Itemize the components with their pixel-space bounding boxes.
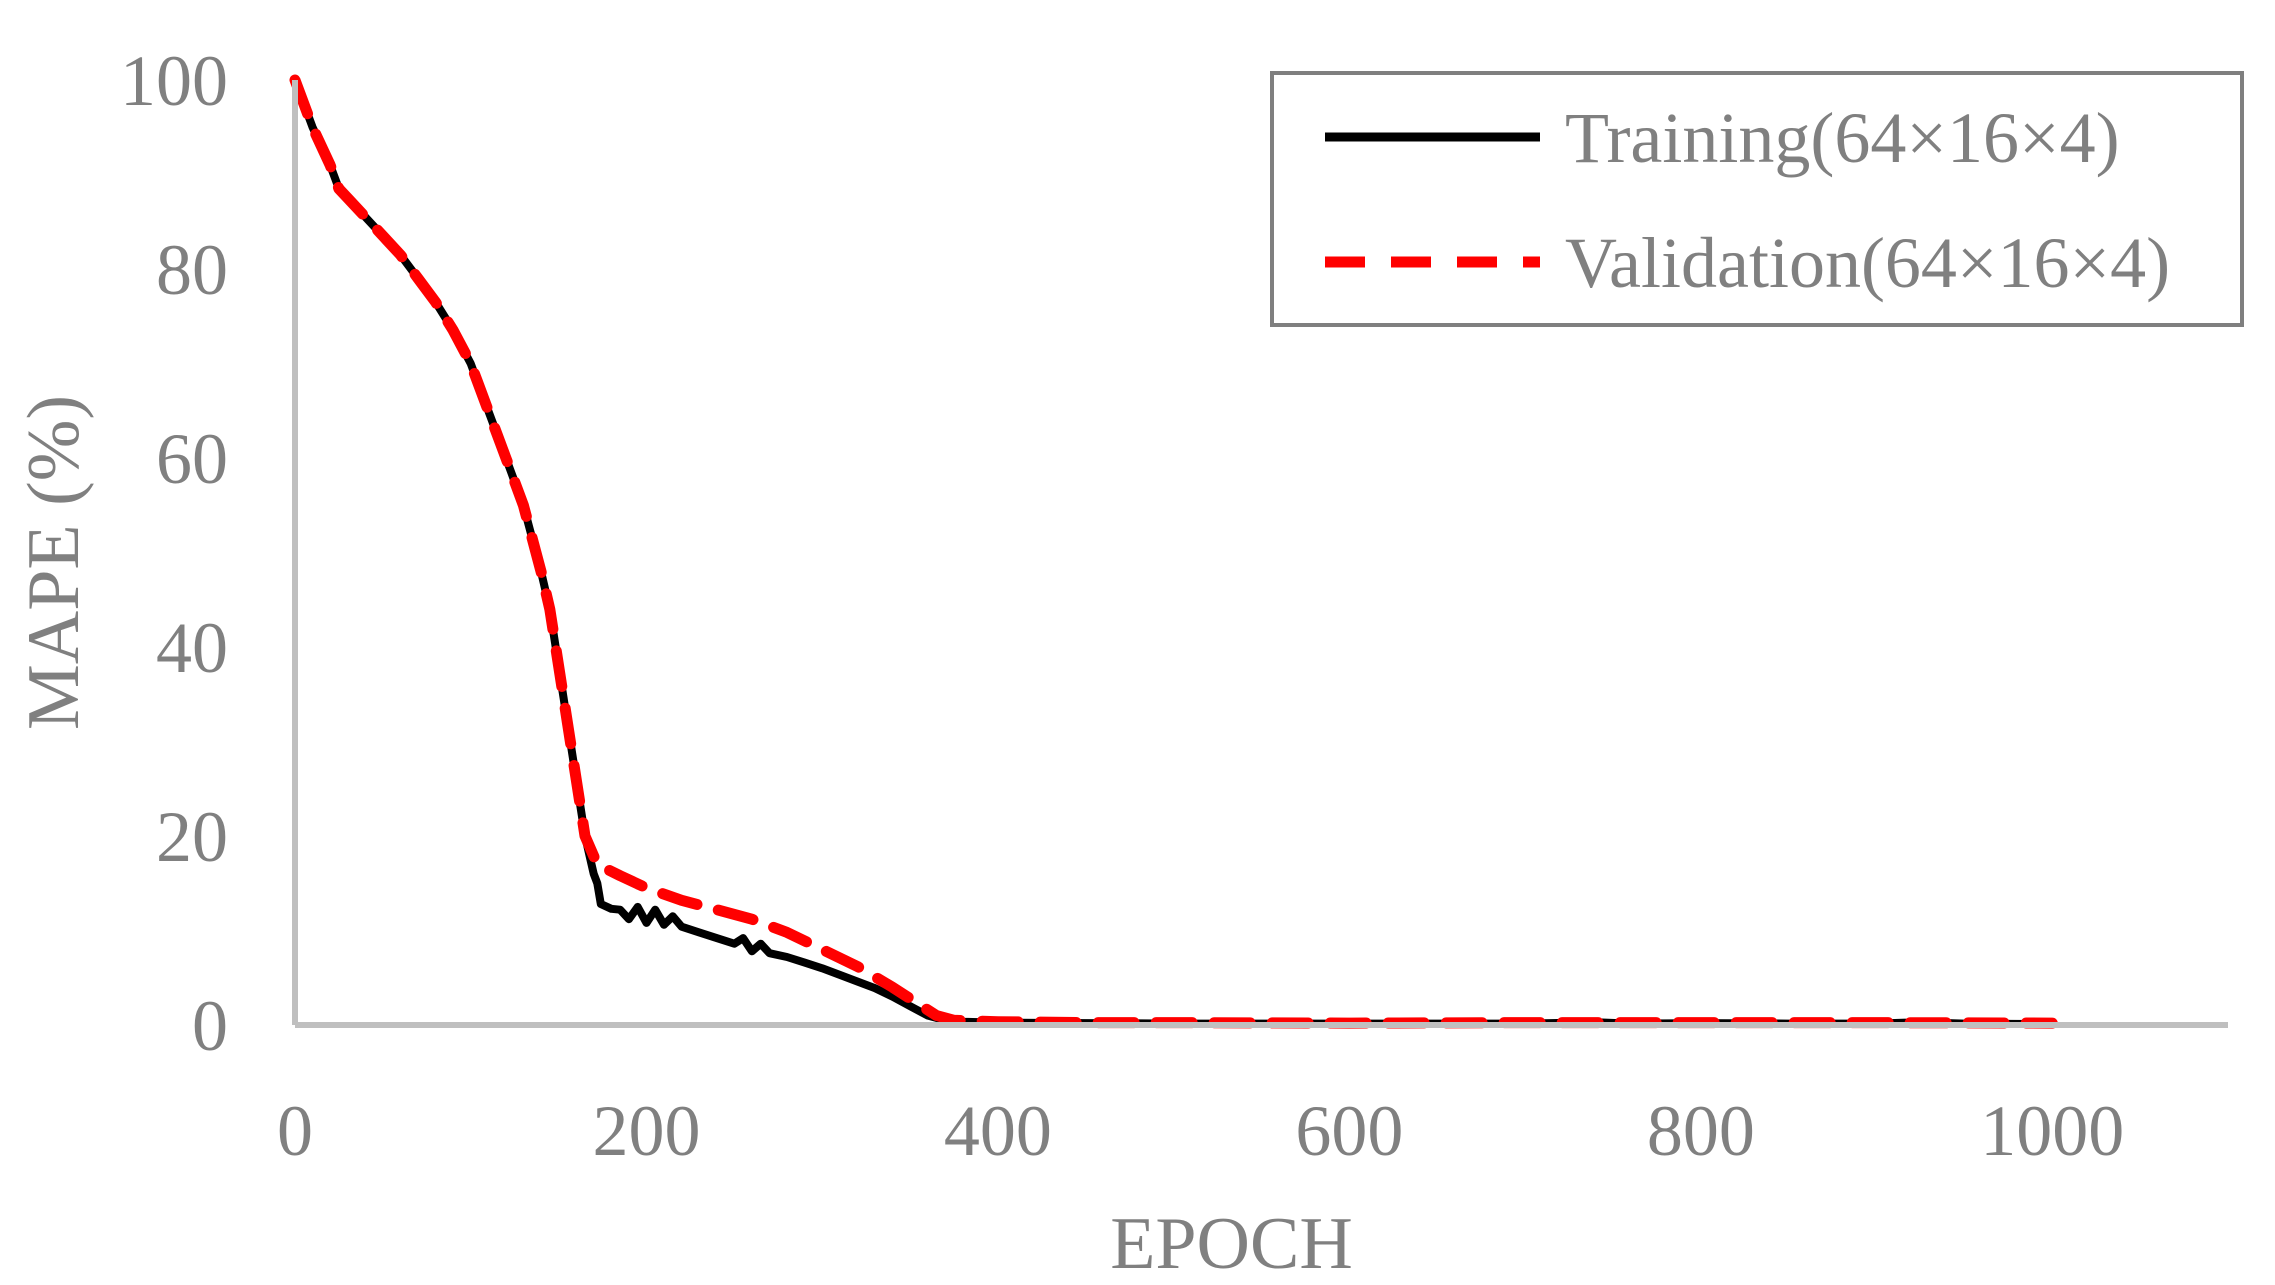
y-tick-label: 60 (156, 419, 228, 499)
x-tick-label: 1000 (1980, 1091, 2124, 1171)
legend-box (1270, 71, 2244, 327)
y-tick-label: 20 (156, 797, 228, 877)
y-tick-label: 0 (192, 986, 228, 1066)
x-tick-label: 800 (1647, 1091, 1755, 1171)
x-tick-label: 200 (592, 1091, 700, 1171)
axes (292, 80, 2228, 1028)
x-axis-title: EPOCH (1110, 1203, 1353, 1285)
x-tick-labels: 0 200 400 600 800 1000 (277, 1091, 2124, 1171)
y-tick-label: 80 (156, 230, 228, 310)
y-tick-label: 100 (120, 41, 228, 121)
x-tick-label: 400 (944, 1091, 1052, 1171)
x-tick-label: 600 (1295, 1091, 1403, 1171)
validation-line (289, 74, 2058, 1029)
y-tick-label: 40 (156, 608, 228, 688)
legend-label-validation: Validation(64×16×4) (1565, 223, 2170, 303)
y-tick-labels: 0 20 40 60 80 100 (120, 41, 228, 1066)
x-tick-label: 0 (277, 1091, 313, 1171)
y-axis-title: MAPE (%) (13, 395, 95, 730)
legend: Training(64×16×4) Validation(64×16×4) (1270, 71, 2244, 327)
legend-label-training: Training(64×16×4) (1565, 98, 2120, 178)
